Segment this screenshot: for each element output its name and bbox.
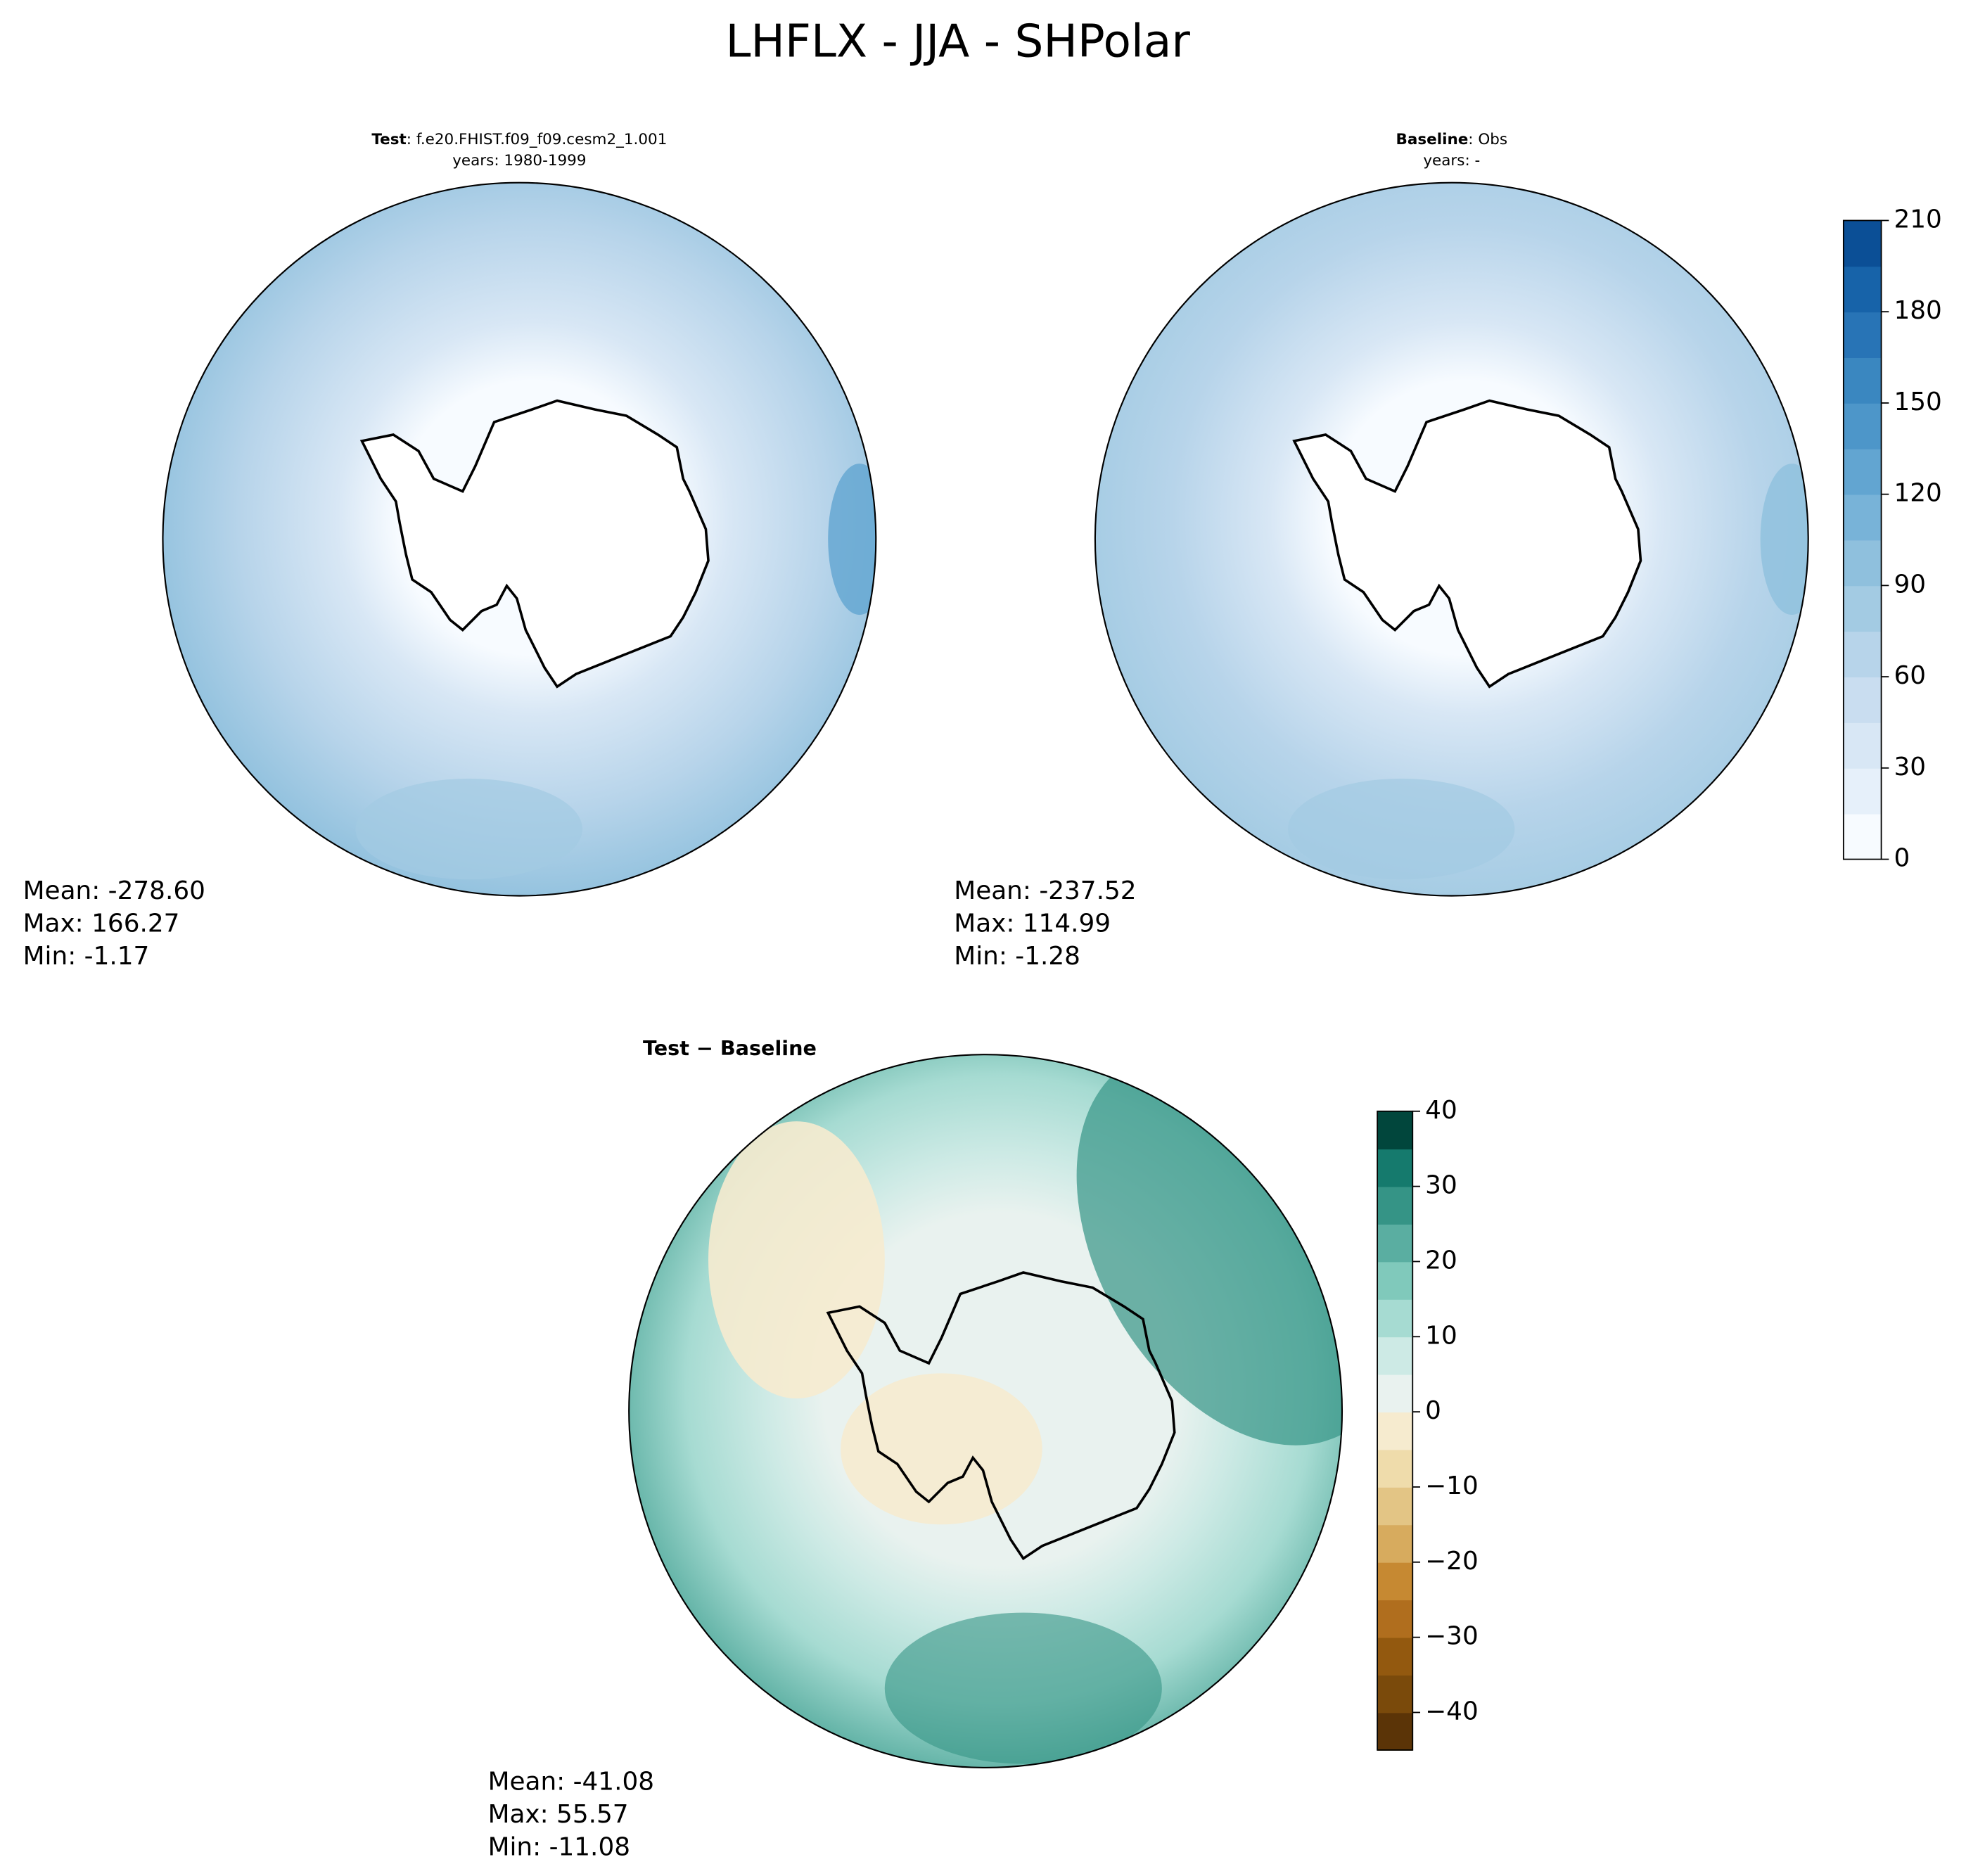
map-boundary [162, 181, 877, 897]
colorbar-band [1377, 1412, 1413, 1450]
map-patch [708, 1121, 885, 1399]
map-patch [828, 464, 876, 615]
colorbar-band [1843, 312, 1882, 358]
map-boundary [1094, 181, 1809, 897]
panel-stat: Max: 166.27 [23, 910, 180, 938]
map-field [629, 1054, 1342, 1768]
colorbar-band [1377, 1186, 1413, 1225]
colorbar-tick-label: 150 [1894, 388, 1941, 416]
colorbar-band [1377, 1336, 1413, 1375]
colorbar-band [1377, 1298, 1413, 1338]
colorbar-band [1377, 1261, 1413, 1300]
panel-title-rest: : Obs [1468, 131, 1507, 148]
colorbar-tick-label: −40 [1425, 1697, 1479, 1725]
panel-title-bold: Baseline [1396, 131, 1468, 148]
colorbar-tick-label: 20 [1425, 1246, 1457, 1275]
panel-title-rest: : f.e20.FHIST.f09_f09.cesm2_1.001 [407, 131, 668, 148]
panel-title: Baseline: Obs [1396, 131, 1507, 148]
colorbar-band [1843, 402, 1882, 449]
panel-stat: Max: 114.99 [954, 910, 1111, 938]
colorbar-band [1377, 1712, 1413, 1751]
colorbar-tick-label: 0 [1894, 844, 1910, 873]
colorbar-band [1843, 722, 1882, 769]
colorbar-tick-label: 0 [1425, 1396, 1441, 1425]
panel-subtitle: years: 1980-1999 [452, 152, 586, 170]
colorbar-band [1377, 1600, 1413, 1638]
map-patch [355, 778, 582, 880]
colorbar-tick-label: 120 [1894, 479, 1941, 508]
colorbar-band [1843, 357, 1882, 404]
panel-title-bold: Test [371, 131, 406, 148]
colorbar-frame [1377, 1110, 1414, 1751]
colorbar-band [1377, 1637, 1413, 1676]
panel-subtitle: years: - [1423, 152, 1480, 170]
colorbar-band [1843, 220, 1882, 267]
colorbar-tick-label: 40 [1425, 1096, 1457, 1125]
colorbar-band [1843, 767, 1882, 815]
colorbar-tick-label: 210 [1894, 205, 1941, 234]
map-patch [841, 1373, 1042, 1525]
colorbar-tick-label: −30 [1425, 1622, 1479, 1651]
map-boundary [628, 1054, 1343, 1769]
map-field [1094, 182, 1808, 896]
colorbar-tick-label: 60 [1894, 661, 1926, 690]
panel-stat: Min: -1.28 [954, 942, 1080, 971]
map-patch [884, 1612, 1162, 1764]
colorbar-tick-label: 10 [1425, 1321, 1457, 1350]
colorbar-band [1377, 1374, 1413, 1413]
colorbar-tick-label: −10 [1425, 1472, 1479, 1500]
colorbar-band [1377, 1675, 1413, 1714]
colorbar-band [1377, 1449, 1413, 1488]
map-patch [1760, 464, 1808, 615]
colorbar-band [1843, 266, 1882, 313]
colorbar-band [1377, 1562, 1413, 1601]
colorbar-band [1377, 1149, 1413, 1187]
colorbar-band [1843, 494, 1882, 541]
panel-stat: Min: -1.17 [23, 942, 150, 971]
colorbar-band [1843, 677, 1882, 723]
colorbar-band [1377, 1524, 1413, 1563]
colorbar-frame [1842, 219, 1882, 860]
colorbar-band [1843, 813, 1882, 860]
colorbar-tick-label: 180 [1894, 296, 1941, 325]
panel-stat: Max: 55.57 [488, 1800, 629, 1829]
colorbar-tick-label: 30 [1425, 1171, 1457, 1200]
panel-stat: Min: -11.08 [488, 1833, 630, 1862]
panel-stat: Mean: -237.52 [954, 876, 1136, 905]
panel-stat: Mean: -41.08 [488, 1767, 654, 1796]
map-field [162, 182, 876, 896]
panel-stat: Mean: -278.60 [23, 876, 205, 905]
colorbar-band [1377, 1486, 1413, 1526]
colorbar-band [1843, 631, 1882, 677]
panel-title: Test − Baseline [643, 1036, 817, 1060]
colorbar-tick-label: 30 [1894, 753, 1926, 781]
panel-title: Test: f.e20.FHIST.f09_f09.cesm2_1.001 [371, 131, 667, 148]
colorbar-band [1377, 1224, 1413, 1263]
colorbar-tick-label: 90 [1894, 570, 1926, 599]
colorbar-band [1843, 448, 1882, 495]
figure-title: LHFLX - JJA - SHPolar [725, 15, 1190, 68]
colorbar-band [1843, 585, 1882, 632]
colorbar-band [1377, 1111, 1413, 1150]
colorbar-tick-label: −20 [1425, 1547, 1479, 1576]
colorbar-band [1843, 540, 1882, 587]
map-patch [1287, 778, 1515, 880]
